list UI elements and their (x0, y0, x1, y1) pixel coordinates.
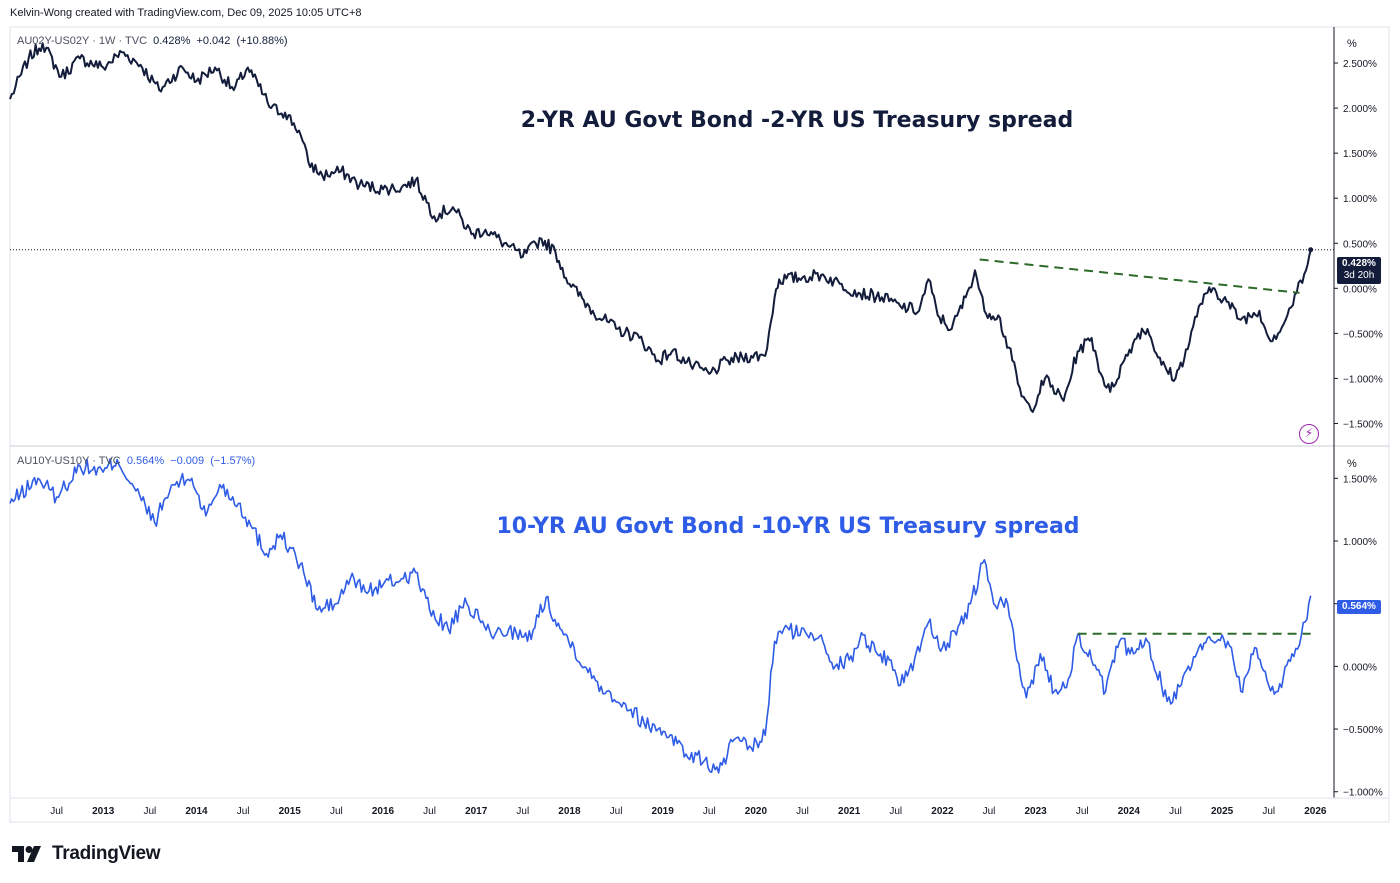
bottom-pane-price-axis[interactable]: 1.500%1.000%0.500%0.000%−0.500%−1.000% (1334, 474, 1383, 799)
x-tick-label: 2025 (1211, 806, 1234, 817)
top-y-tick-label: 1.000% (1343, 194, 1377, 205)
x-tick-label: 2026 (1304, 806, 1327, 817)
top-price-badge-value: 0.428% (1342, 258, 1376, 269)
top-price-badge: 0.428% 3d 20h (1337, 257, 1381, 284)
x-tick-label: Jul (889, 806, 902, 817)
tradingview-logo-icon (12, 846, 41, 862)
x-tick-label: Jul (796, 806, 809, 817)
tradingview-logo[interactable]: TradingView (12, 843, 161, 865)
x-tick-label: Jul (703, 806, 716, 817)
bottom-legend-change: −0.009 (170, 455, 205, 467)
x-tick-label: Jul (516, 806, 529, 817)
bottom-y-tick-label: 0.000% (1343, 662, 1377, 673)
x-tick-label: Jul (423, 806, 436, 817)
x-tick-label: 2019 (652, 806, 675, 817)
top-y-tick-label: 0.000% (1343, 284, 1377, 295)
bottom-y-tick-label: −0.500% (1343, 725, 1383, 736)
top-series-line (9, 42, 1312, 413)
top-y-tick-label: 1.500% (1343, 149, 1377, 160)
chart-overlays (10, 247, 1334, 635)
top-y-tick-label: −1.000% (1343, 374, 1383, 385)
bottom-y-tick-label: −1.000% (1343, 788, 1383, 799)
x-tick-label: Jul (1262, 806, 1275, 817)
bottom-price-badge-value: 0.564% (1342, 601, 1376, 612)
bottom-pane-unit-label[interactable]: % (1347, 458, 1357, 470)
x-tick-label: Jul (143, 806, 156, 817)
x-tick-label: 2016 (372, 806, 395, 817)
bottom-y-tick-label: 1.500% (1343, 474, 1377, 485)
time-axis[interactable]: Jul 2013 Jul 2014 Jul 2015 Jul 2016 Jul 2017 Jul 20… (50, 806, 1327, 817)
x-tick-label: Jul (50, 806, 63, 817)
top-last-price-dot (1308, 247, 1314, 253)
bottom-pane-series[interactable] (9, 458, 1312, 774)
tradingview-logo-text: TradingView (52, 843, 161, 864)
x-tick-label: 2021 (838, 806, 861, 817)
x-tick-label: 2015 (279, 806, 302, 817)
top-pane-unit-label[interactable]: % (1347, 38, 1357, 50)
top-legend-last: 0.428% (153, 35, 191, 47)
bottom-pane-annotation: 10-YR AU Govt Bond -10-YR US Treasury sp… (496, 514, 1080, 539)
x-tick-label: 2020 (745, 806, 768, 817)
x-tick-label: 2024 (1118, 806, 1141, 817)
x-tick-label: Jul (237, 806, 250, 817)
top-legend-change-pct: (+10.88%) (236, 35, 288, 47)
x-tick-label: 2022 (931, 806, 954, 817)
x-tick-label: Jul (983, 806, 996, 817)
bottom-legend-last: 0.564% (126, 455, 165, 467)
top-legend-change: +0.042 (196, 35, 231, 47)
x-tick-label: 2018 (558, 806, 581, 817)
x-tick-label: 2013 (92, 806, 115, 817)
x-tick-label: Jul (1076, 806, 1089, 817)
top-pane-series[interactable] (9, 42, 1312, 413)
top-y-tick-label: 0.500% (1343, 239, 1377, 250)
top-y-tick-label: −0.500% (1343, 329, 1383, 340)
bottom-legend-change-pct: (−1.57%) (210, 455, 256, 467)
lightning-icon[interactable]: ⚡ (1299, 424, 1319, 444)
top-y-tick-label: 2.000% (1343, 104, 1377, 115)
bottom-legend-symbol: AU10Y-US10Y · TVC (17, 455, 121, 467)
chart-frame (9, 26, 1390, 823)
x-tick-label: 2023 (1025, 806, 1048, 817)
bottom-y-tick-label: 1.000% (1343, 537, 1377, 548)
top-pane-legend[interactable]: AU02Y-US02Y · 1W · TVC 0.428% +0.042 (+1… (17, 35, 291, 47)
bottom-series-line (9, 458, 1312, 774)
x-tick-label: 2014 (185, 806, 208, 817)
x-tick-label: Jul (610, 806, 623, 817)
x-tick-label: Jul (1169, 806, 1182, 817)
x-tick-label: 2017 (465, 806, 488, 817)
top-legend-symbol: AU02Y-US02Y · 1W · TVC (17, 35, 148, 47)
top-price-badge-countdown: 3d 20h (1343, 270, 1375, 281)
top-y-tick-label: −1.500% (1343, 419, 1383, 430)
bottom-pane-legend[interactable]: AU10Y-US10Y · TVC 0.564% −0.009 (−1.57%) (17, 455, 258, 467)
chart-credit: Kelvin-Wong created with TradingView.com… (10, 7, 362, 19)
top-trendline (979, 258, 1300, 294)
time-axis-frame (9, 797, 1390, 823)
bottom-price-badge: 0.564% (1337, 600, 1381, 614)
top-pane-price-axis[interactable]: 2.500% 2.000% 1.500% 1.000% 0.500% 0.000% −0.5… (1334, 59, 1383, 430)
x-tick-label: Jul (330, 806, 343, 817)
top-y-tick-label: 2.500% (1343, 59, 1377, 70)
top-pane-annotation: 2-YR AU Govt Bond -2-YR US Treasury spre… (520, 108, 1074, 133)
